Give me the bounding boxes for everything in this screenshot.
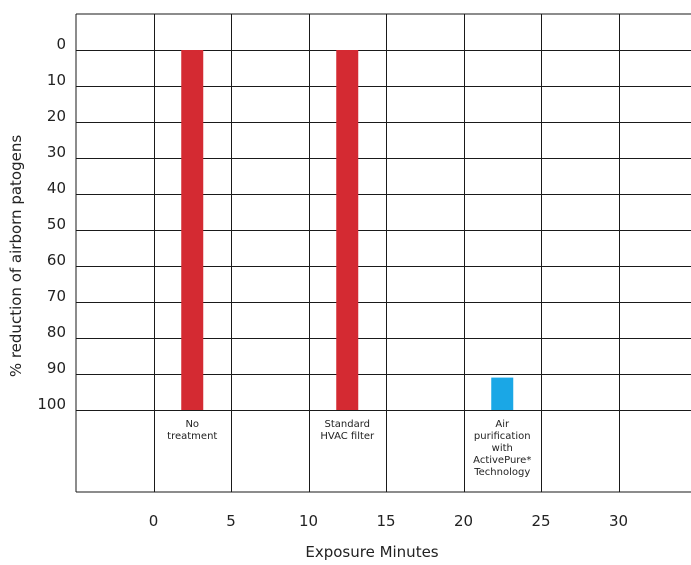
bar (181, 50, 204, 410)
bar (491, 377, 514, 410)
x-tick-label: 0 (149, 512, 159, 530)
category-labels: No treatment Standard HVAC filter Air purific… (167, 419, 531, 478)
x-tick-label: 30 (609, 512, 628, 530)
x-tick-labels: 0 5 10 15 20 25 30 (149, 512, 628, 530)
x-axis-title: Exposure Minutes (305, 543, 438, 561)
x-tick-label: 15 (376, 512, 395, 530)
x-tick-label: 5 (226, 512, 236, 530)
y-tick-label: 30 (47, 143, 66, 161)
y-tick-label: 100 (37, 395, 66, 413)
y-tick-label: 10 (47, 71, 66, 89)
y-tick-label: 60 (47, 251, 66, 269)
y-tick-label: 90 (47, 359, 66, 377)
grid (75, 13, 691, 493)
y-tick-label: 0 (56, 35, 66, 53)
y-axis-title: % reduction of airborn patogens (7, 135, 25, 378)
y-tick-labels: 0 10 20 30 40 50 60 70 80 90 100 (37, 35, 66, 413)
bar-category-label: Air purification with ActivePure* Technology (473, 419, 531, 478)
x-tick-label: 10 (299, 512, 318, 530)
y-tick-label: 40 (47, 179, 66, 197)
x-tick-label: 20 (454, 512, 473, 530)
y-tick-label: 20 (47, 107, 66, 125)
bar (336, 50, 359, 410)
bar-category-label: Standard HVAC filter (320, 419, 375, 442)
y-tick-label: 80 (47, 323, 66, 341)
x-tick-label: 25 (531, 512, 550, 530)
y-tick-label: 70 (47, 287, 66, 305)
y-tick-label: 50 (47, 215, 66, 233)
bars (181, 50, 514, 410)
bar-category-label: No treatment (167, 419, 217, 442)
